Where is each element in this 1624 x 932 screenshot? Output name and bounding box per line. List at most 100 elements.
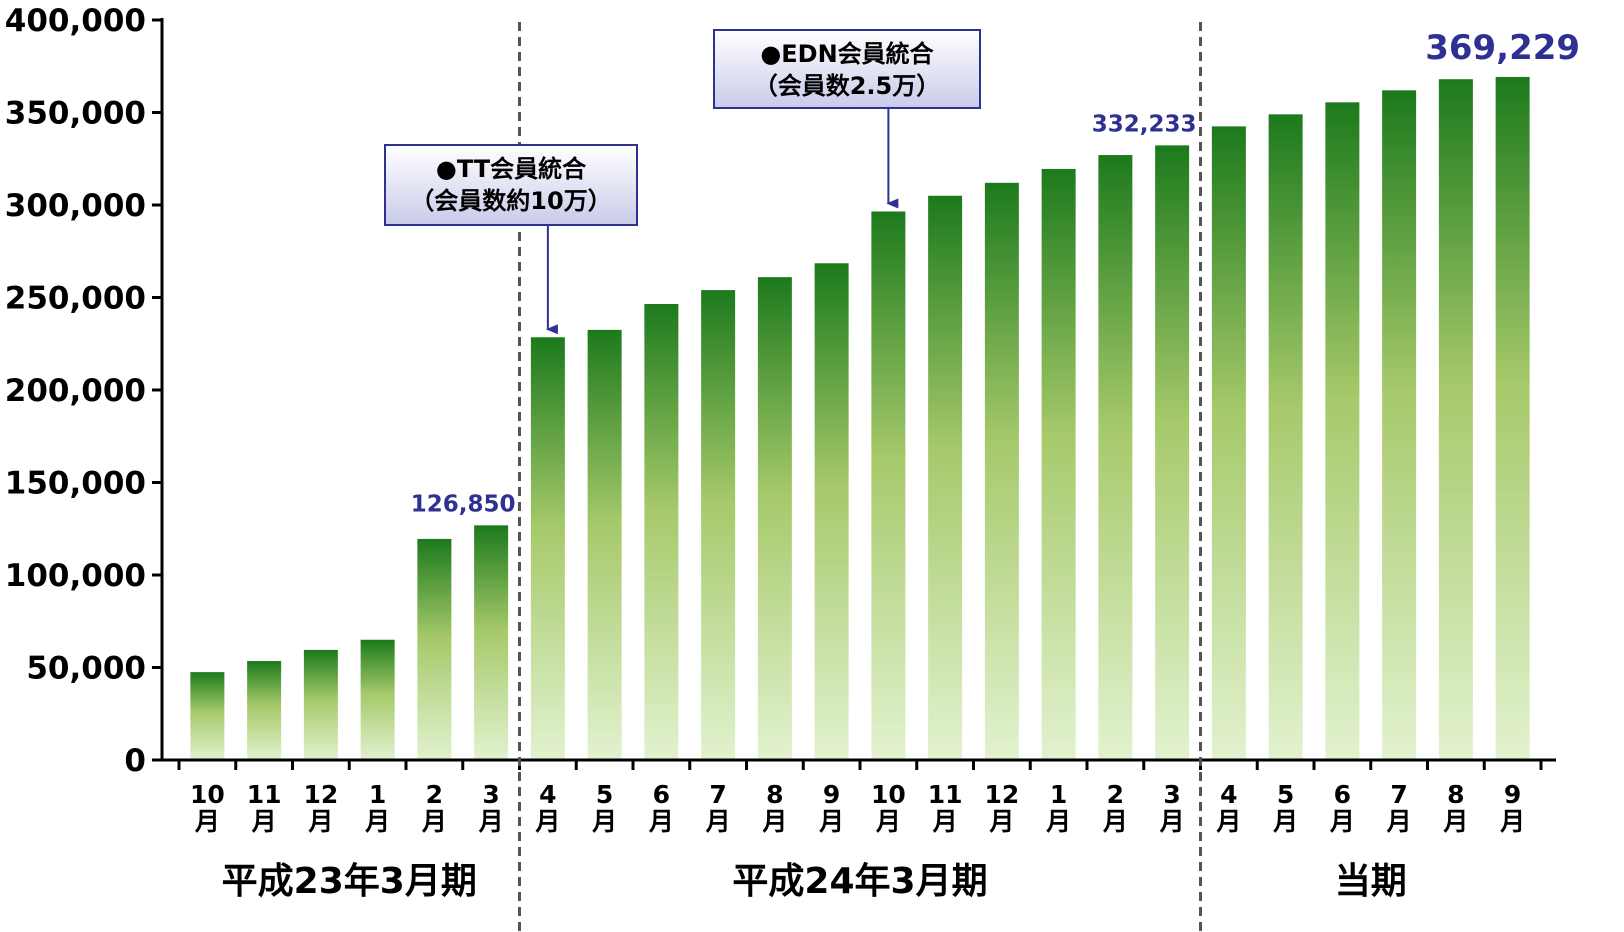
bar	[1495, 76, 1530, 761]
bar	[1041, 168, 1076, 761]
x-tick-label-number: 1	[369, 780, 386, 809]
x-tick-label-number: 11	[247, 780, 282, 809]
data-labels: 126,850 332,233 369,229	[411, 28, 1580, 517]
x-tick-label-number: 3	[482, 780, 499, 809]
x-tick-label-unit: 月	[1442, 807, 1468, 836]
bar	[474, 525, 509, 760]
x-tick-label-number: 6	[1334, 780, 1351, 809]
x-tick-label-number: 7	[709, 780, 726, 809]
x-tick-label-unit: 月	[1102, 807, 1128, 836]
x-tick-label-number: 4	[539, 780, 556, 809]
data-label: 332,233	[1092, 111, 1197, 137]
bar	[1438, 79, 1473, 760]
annotation-box	[713, 29, 981, 109]
bar	[644, 303, 679, 760]
x-tick-label-number: 8	[1447, 780, 1464, 809]
x-axis: 10月11月12月1月2月3月4月5月6月7月8月9月10月11月12月1月2月…	[162, 758, 1556, 836]
x-tick-label-unit: 月	[1499, 807, 1525, 836]
x-tick-label-unit: 月	[591, 807, 617, 836]
bar	[1211, 126, 1246, 760]
bars	[190, 76, 1530, 761]
bar	[814, 263, 849, 760]
x-tick-label-number: 5	[1277, 780, 1294, 809]
annotation-callout: ●TT会員統合 （会員数約10万）	[384, 144, 638, 335]
bar	[247, 661, 282, 760]
bar	[417, 538, 452, 760]
y-tick-label: 100,000	[5, 558, 146, 594]
x-tick-label-number: 11	[928, 780, 963, 809]
x-tick-label-unit: 月	[705, 807, 731, 836]
bar	[1382, 90, 1417, 761]
annotation-callout: ●EDN会員統合 （会員数2.5万）	[713, 29, 981, 209]
x-tick-label-number: 7	[1390, 780, 1407, 809]
x-tick-label-unit: 月	[648, 807, 674, 836]
bar	[928, 195, 963, 760]
y-tick-label: 250,000	[5, 281, 146, 317]
annotation-text: （会員数約10万）	[410, 187, 611, 215]
bar	[530, 337, 565, 760]
y-tick-label: 400,000	[5, 3, 146, 39]
x-tick-label-number: 4	[1220, 780, 1237, 809]
x-tick-label-unit: 月	[761, 807, 787, 836]
x-tick-label-unit: 月	[988, 807, 1014, 836]
x-tick-label-unit: 月	[875, 807, 901, 836]
x-tick-label-number: 5	[596, 780, 613, 809]
x-tick-label-number: 10	[190, 780, 225, 809]
x-tick-label-number: 12	[984, 780, 1019, 809]
data-label: 369,229	[1425, 28, 1580, 68]
bar	[757, 277, 792, 760]
x-tick-label-unit: 月	[818, 807, 844, 836]
x-tick-label-number: 2	[1107, 780, 1124, 809]
x-tick-label-number: 9	[1504, 780, 1521, 809]
x-tick-label-unit: 月	[251, 807, 277, 836]
bar	[1098, 155, 1133, 761]
bar	[360, 639, 395, 760]
annotation-text: ●EDN会員統合	[760, 40, 934, 68]
period-labels: 平成23年3月期 平成24年3月期 当期	[222, 861, 1407, 902]
data-label: 126,850	[411, 491, 516, 517]
bar	[1268, 114, 1303, 761]
annotation-text: ●TT会員統合	[436, 155, 587, 183]
bar	[984, 182, 1019, 761]
annotations: ●TT会員統合 （会員数約10万） ●EDN会員統合 （会員数2.5万）	[384, 29, 981, 335]
bar	[1325, 102, 1360, 760]
x-tick-label-number: 2	[426, 780, 443, 809]
y-tick-label: 200,000	[5, 373, 146, 409]
x-tick-label-unit: 月	[932, 807, 958, 836]
annotation-text: （会員数2.5万）	[754, 72, 941, 100]
bar	[871, 211, 906, 761]
x-tick-label-unit: 月	[1215, 807, 1241, 836]
x-tick-label-number: 1	[1050, 780, 1067, 809]
x-tick-label-unit: 月	[421, 807, 447, 836]
y-tick-label: 0	[124, 743, 146, 779]
bar	[190, 672, 225, 760]
x-tick-label-unit: 月	[364, 807, 390, 836]
x-tick-label-unit: 月	[1329, 807, 1355, 836]
y-tick-label: 300,000	[5, 188, 146, 224]
period-label: 当期	[1335, 861, 1407, 902]
period-label: 平成24年3月期	[732, 861, 987, 902]
x-tick-label-number: 10	[871, 780, 906, 809]
bar	[587, 329, 622, 760]
y-tick-label: 350,000	[5, 96, 146, 132]
x-tick-label-number: 6	[653, 780, 670, 809]
x-tick-label-number: 12	[303, 780, 338, 809]
y-tick-label: 150,000	[5, 466, 146, 502]
x-tick-label-unit: 月	[534, 807, 560, 836]
x-tick-label-number: 9	[823, 780, 840, 809]
x-tick-label-unit: 月	[1045, 807, 1071, 836]
bar	[1155, 145, 1190, 760]
x-tick-label-unit: 月	[1272, 807, 1298, 836]
x-tick-label-unit: 月	[194, 807, 220, 836]
bar	[303, 649, 338, 760]
x-tick-label-unit: 月	[478, 807, 504, 836]
x-tick-label-unit: 月	[1159, 807, 1185, 836]
x-tick-label-number: 3	[1163, 780, 1180, 809]
x-tick-label-unit: 月	[1386, 807, 1412, 836]
y-axis: 0 50,000 100,000 150,000 200,000 250,000 300,0…	[5, 3, 164, 779]
x-tick-label-number: 8	[766, 780, 783, 809]
period-label: 平成23年3月期	[222, 861, 477, 902]
annotation-box	[384, 144, 638, 226]
x-tick-label-unit: 月	[307, 807, 333, 836]
